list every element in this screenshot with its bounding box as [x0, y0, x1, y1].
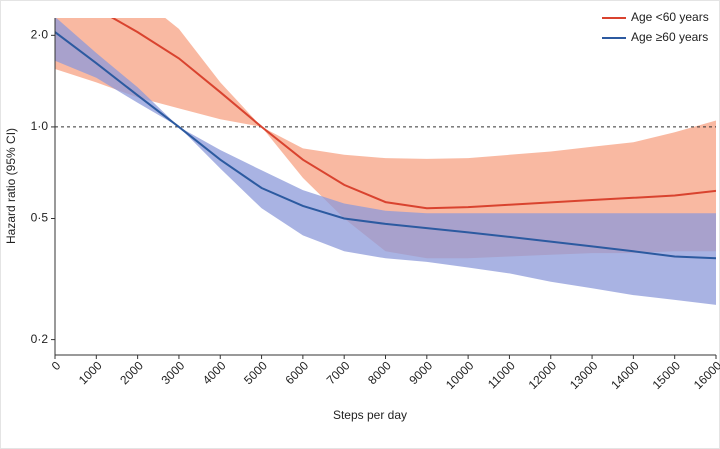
plot-area: [55, 18, 716, 305]
y-tick-label: 0·2: [31, 332, 49, 346]
series-line: [55, 31, 716, 260]
legend-label: Age ≥60 years: [631, 30, 708, 44]
y-tick-label: 2·0: [31, 27, 49, 41]
ci-band: [55, 18, 716, 305]
ci-band: [55, 18, 716, 259]
legend-label: Age <60 years: [631, 10, 709, 24]
y-axis-label: Hazard ratio (95% CI): [4, 128, 18, 244]
x-axis-label: Steps per day: [333, 408, 407, 422]
y-tick-label: 0·5: [31, 211, 49, 225]
series-line: [110, 18, 716, 210]
y-tick-label: 1·0: [31, 119, 49, 133]
